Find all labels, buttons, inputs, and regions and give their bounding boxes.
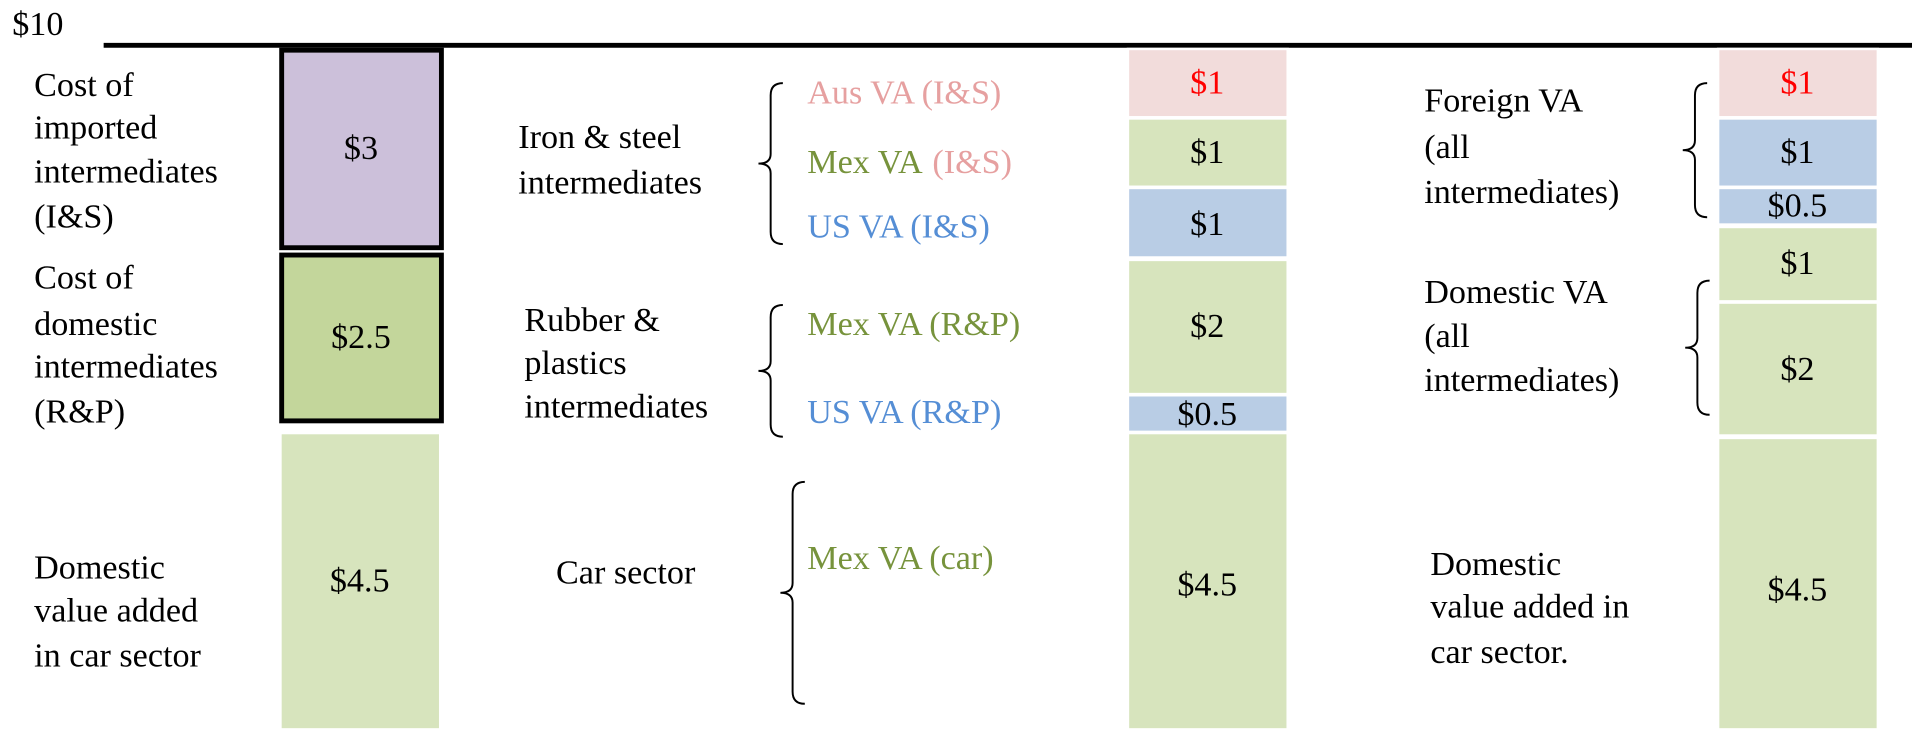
box-value: $1: [1190, 206, 1224, 243]
box-value: $1: [1780, 245, 1814, 282]
brace: [758, 304, 783, 438]
value-box: [1716, 47, 1880, 119]
label-line: (all: [1424, 318, 1469, 355]
box-value: $1: [1190, 64, 1224, 101]
label-line: plastics: [524, 345, 626, 382]
label-line: value added in: [1430, 589, 1629, 626]
box-value: $4.5: [1177, 567, 1237, 604]
box-value: $1: [1780, 64, 1814, 101]
box-value: $1: [1780, 134, 1814, 171]
value-box: [279, 47, 444, 251]
box-value: $2.5: [331, 319, 391, 356]
box-value: $0.5: [1768, 188, 1828, 225]
value-box: [1126, 431, 1289, 731]
label-line: Foreign VA: [1424, 83, 1583, 120]
item-label: Mex VA (car): [807, 540, 993, 577]
box-value: $4.5: [1768, 572, 1828, 609]
label-line: Domestic VA: [1424, 274, 1608, 311]
label-line: intermediates): [1424, 362, 1619, 399]
item-part: Mex VA: [807, 144, 923, 181]
value-box: [279, 431, 442, 731]
label-line: Iron & steel: [518, 119, 681, 156]
label-line: intermediates): [1424, 174, 1619, 211]
box-value: $2: [1780, 351, 1814, 388]
label-line: Domestic: [1430, 546, 1561, 583]
item-part: (I&S): [932, 144, 1012, 181]
item-part: US VA (I&S): [807, 208, 990, 245]
value-box: [1126, 394, 1289, 434]
label-line: intermediates: [34, 153, 218, 190]
label-line: car sector.: [1430, 634, 1568, 671]
label-line: intermediates: [518, 164, 702, 201]
item-label: Mex VA (R&P): [807, 306, 1020, 343]
label-line: imported: [34, 109, 157, 146]
value-box: [1716, 117, 1880, 188]
brace: [1682, 82, 1708, 219]
item-part: Aus VA (I&S): [807, 74, 1001, 111]
box-value: $0.5: [1177, 396, 1237, 433]
item-label: US VA (I&S): [807, 208, 990, 245]
label-line: intermediates: [524, 389, 708, 426]
label-line: intermediates: [34, 348, 218, 385]
value-box: [1126, 258, 1289, 396]
item-label: Mex VA (I&S): [807, 144, 1012, 181]
label-line: (R&P): [34, 394, 125, 431]
value-box: [1716, 436, 1880, 731]
box-value: $2: [1190, 308, 1224, 345]
value-box: [1126, 186, 1289, 259]
value-box: [1716, 301, 1880, 437]
brace: [758, 82, 783, 246]
box-value: $3: [344, 130, 378, 167]
label-line: (I&S): [34, 199, 114, 236]
label-line: Domestic: [34, 550, 165, 587]
label-line: Rubber &: [524, 302, 660, 339]
brace: [780, 480, 805, 705]
item-part: Mex VA (R&P): [807, 306, 1020, 343]
brace: [1685, 279, 1710, 416]
top-label: $10: [12, 6, 63, 43]
value-box: [1716, 186, 1880, 226]
item-label: Aus VA (I&S): [807, 74, 1001, 111]
box-value: $1: [1190, 134, 1224, 171]
box-value: $4.5: [330, 562, 390, 599]
item-part: Mex VA (car): [807, 540, 993, 577]
label-line: Cost of: [34, 67, 134, 104]
label-line: value added: [34, 592, 198, 629]
item-label: US VA (R&P): [807, 394, 1001, 431]
item-part: US VA (R&P): [807, 394, 1001, 431]
label-line: in car sector: [34, 637, 201, 674]
label-line: domestic: [34, 306, 157, 343]
value-box: [1716, 225, 1880, 303]
label-line: Cost of: [34, 259, 134, 296]
value-box: [279, 252, 444, 424]
label-line: Car sector: [556, 555, 696, 592]
value-box: [1126, 117, 1289, 188]
label-line: (all: [1424, 129, 1469, 166]
